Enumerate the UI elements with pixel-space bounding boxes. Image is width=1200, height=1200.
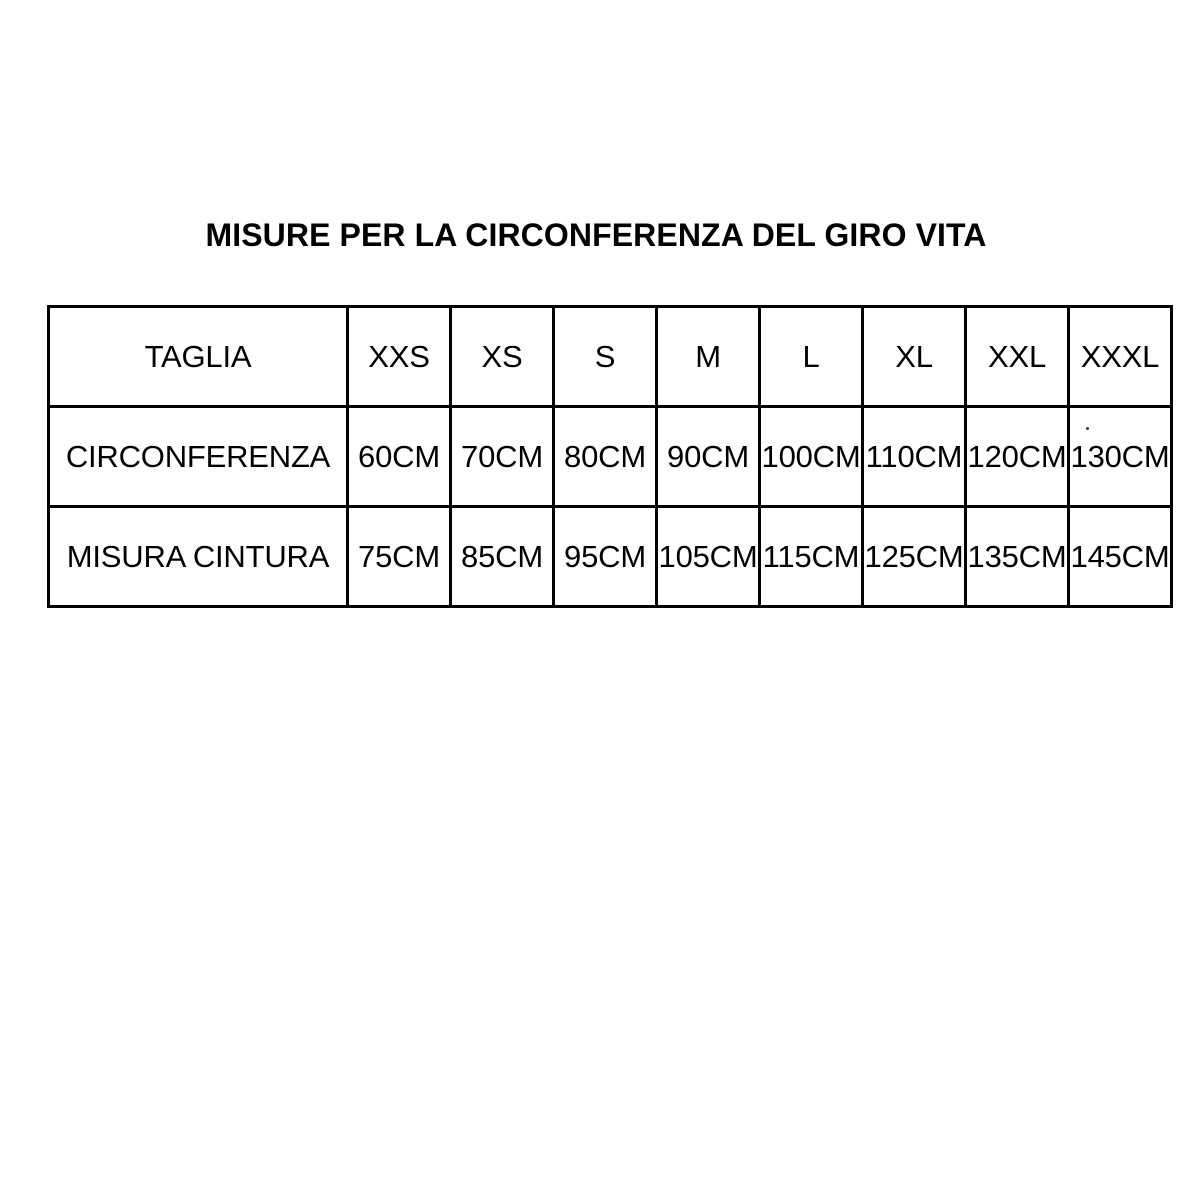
table-row-circonferenza: CIRCONFERENZA 60CM 70CM 80CM 90CM 100CM … <box>47 405 1173 508</box>
misura-cintura-xxs: 75CM <box>346 505 452 608</box>
page-title: MISURE PER LA CIRCONFERENZA DEL GIRO VIT… <box>205 217 987 253</box>
circonferenza-xs: 70CM <box>449 405 555 508</box>
misura-cintura-xs: 85CM <box>449 505 555 608</box>
header-size-xl: XL <box>861 305 967 408</box>
circonferenza-l: 100CM <box>758 405 864 508</box>
header-size-m: M <box>655 305 761 408</box>
header-size-xs: XS <box>449 305 555 408</box>
image-speck-artifact <box>1086 427 1089 430</box>
misura-cintura-xxxl: 145CM <box>1067 505 1173 608</box>
circonferenza-m: 90CM <box>655 405 761 508</box>
size-chart-table: TAGLIA XXS XS S M L XL XXL XXXL CIRCONFE… <box>47 305 1173 608</box>
header-size-xxs: XXS <box>346 305 452 408</box>
header-size-l: L <box>758 305 864 408</box>
table-header-row: TAGLIA XXS XS S M L XL XXL XXXL <box>47 305 1173 408</box>
circonferenza-s: 80CM <box>552 405 658 508</box>
size-chart-table-container: TAGLIA XXS XS S M L XL XXL XXXL CIRCONFE… <box>47 305 1173 608</box>
misura-cintura-xxl: 135CM <box>964 505 1070 608</box>
header-size-s: S <box>552 305 658 408</box>
misura-cintura-s: 95CM <box>552 505 658 608</box>
misura-cintura-xl: 125CM <box>861 505 967 608</box>
misura-cintura-l: 115CM <box>758 505 864 608</box>
header-size-xxl: XXL <box>964 305 1070 408</box>
circonferenza-xxs: 60CM <box>346 405 452 508</box>
row-label-circonferenza: CIRCONFERENZA <box>47 405 349 508</box>
circonferenza-xl: 110CM <box>861 405 967 508</box>
table-row-misura-cintura: MISURA CINTURA 75CM 85CM 95CM 105CM 115C… <box>47 505 1173 608</box>
misura-cintura-m: 105CM <box>655 505 761 608</box>
row-label-misura-cintura: MISURA CINTURA <box>47 505 349 608</box>
header-size-xxxl: XXXL <box>1067 305 1173 408</box>
circonferenza-xxxl: 130CM <box>1067 405 1173 508</box>
header-label-taglia: TAGLIA <box>47 305 349 408</box>
circonferenza-xxl: 120CM <box>964 405 1070 508</box>
